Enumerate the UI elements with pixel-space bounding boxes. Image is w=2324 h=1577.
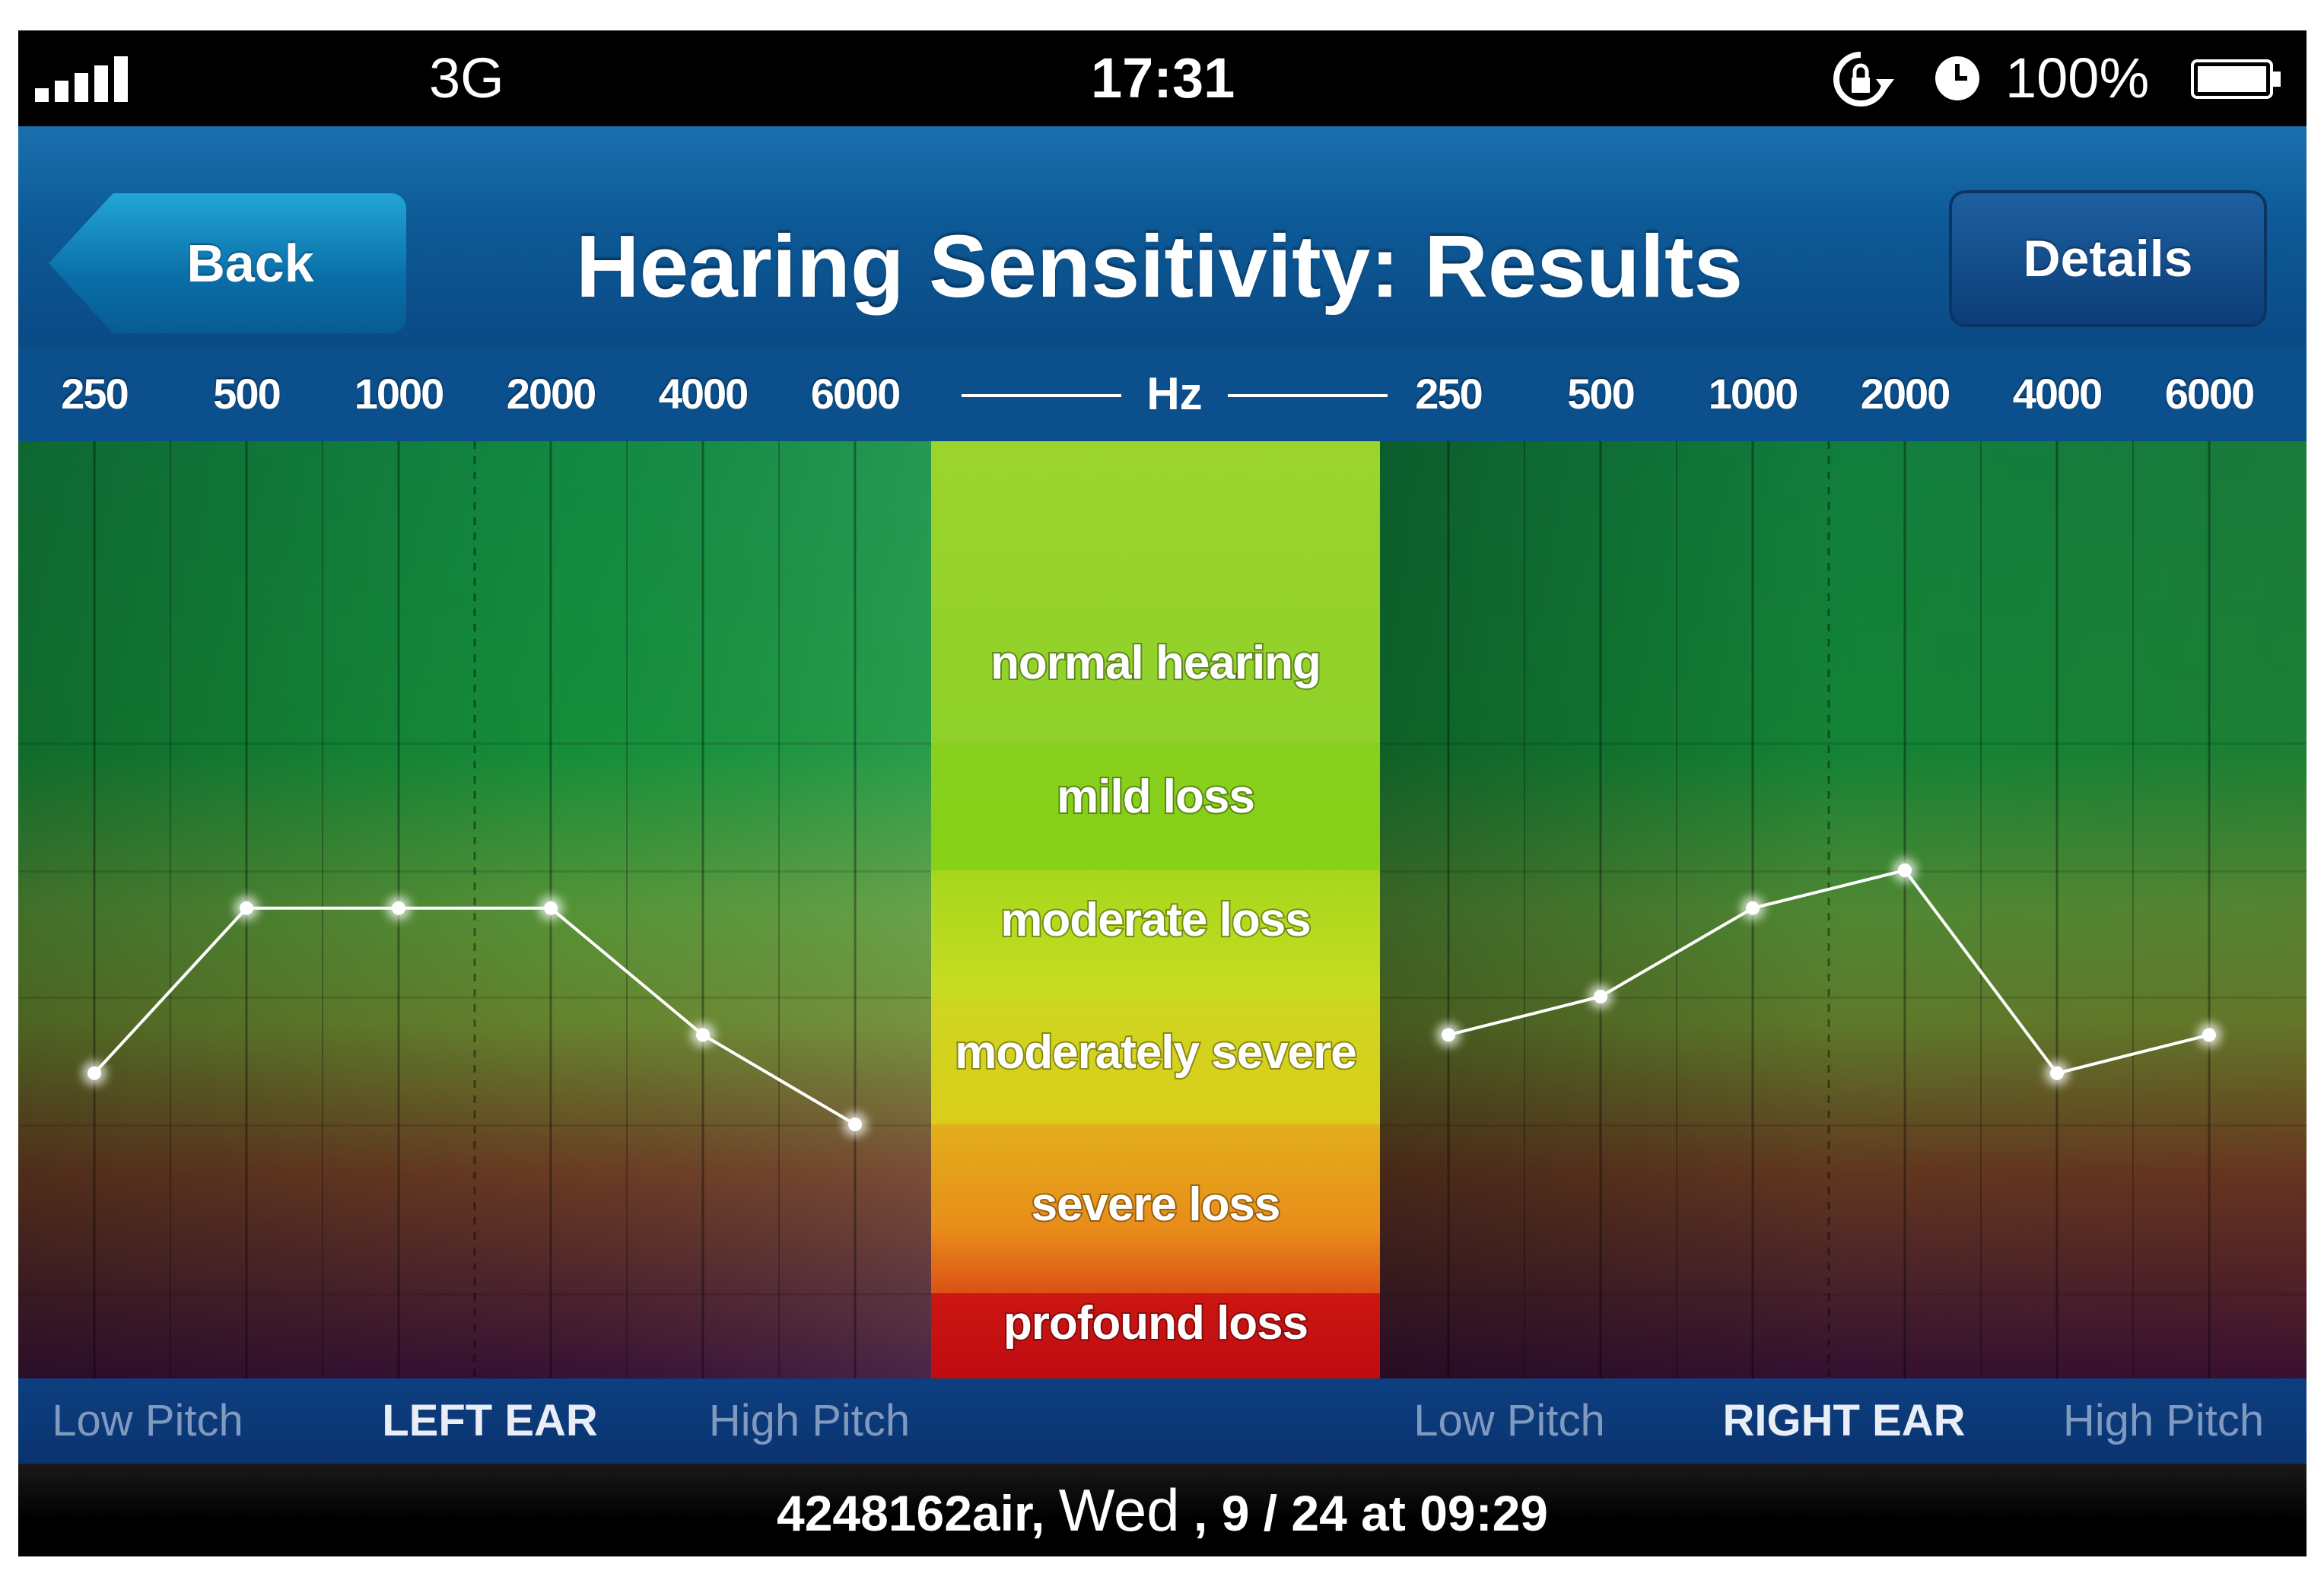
details-button[interactable]: Details — [1949, 190, 2267, 327]
navigation-bar: Back Hearing Sensitivity: Results Detail… — [18, 126, 2307, 347]
left-ear-point-250 — [87, 1066, 101, 1080]
status-bar: 3G 17:31 100% — [18, 30, 2307, 126]
signal-icon — [35, 56, 149, 102]
left-band-separator — [18, 1124, 931, 1127]
left-ear-point-500 — [240, 901, 253, 915]
left-band-separator — [18, 742, 931, 745]
left-ear-point-1000 — [392, 901, 405, 915]
band-label: mild loss — [1057, 771, 1254, 823]
battery-icon — [2191, 59, 2281, 99]
right-ear-shade — [1380, 441, 2307, 1378]
right-ear-point-4000 — [2050, 1066, 2064, 1080]
right-ear-point-6000 — [2202, 1028, 2216, 1042]
right-ear-point-2000 — [1898, 863, 1912, 877]
band-label: profound loss — [1003, 1297, 1308, 1350]
left-tick-1000: 1000 — [354, 370, 445, 418]
left-ear-line — [93, 906, 857, 1126]
battery-percent: 100% — [2005, 46, 2150, 110]
left-ear-point-4000 — [696, 1028, 710, 1042]
left-ear-point-6000 — [848, 1118, 862, 1131]
rotation-lock-icon — [1833, 52, 1894, 107]
left-tick-2000: 2000 — [506, 370, 597, 418]
ear-labels-bar: Low Pitch LEFT EAR High Pitch Low Pitch … — [18, 1378, 2307, 1464]
right-band-separator — [1380, 1124, 2307, 1127]
right-tick-250: 250 — [1415, 370, 1483, 418]
band-label: moderately severe — [955, 1026, 1356, 1079]
right-ear-point-1000 — [1746, 901, 1760, 915]
right-tick-1000: 1000 — [1708, 370, 1799, 418]
right-tick-6000: 6000 — [2164, 370, 2256, 418]
audiogram-chart: normal hearing mild loss moderate loss mode… — [18, 441, 2307, 1378]
right-ear-line — [1448, 868, 2210, 1076]
right-band-separator — [1380, 870, 2307, 873]
left-tick-4000: 4000 — [658, 370, 749, 418]
right-ear-point-250 — [1442, 1028, 1455, 1042]
left-band-separator — [18, 997, 931, 999]
left-band-separator — [18, 1293, 931, 1296]
left-high-pitch-label: High Pitch — [708, 1396, 911, 1445]
alarm-icon — [1935, 56, 1979, 100]
test-info-footer: 4248162air, Wed , 9 / 24 at 09:29 — [18, 1464, 2307, 1556]
right-tick-500: 500 — [1567, 370, 1635, 418]
left-ear-point-2000 — [544, 901, 558, 915]
user-id: 4248162air, — [776, 1485, 1045, 1541]
right-band-separator — [1380, 997, 2307, 999]
phone-screen: 3G 17:31 100% Back Hearing Sensitivity: … — [18, 30, 2307, 1556]
band-label: normal hearing — [990, 637, 1321, 689]
right-band-separator — [1380, 742, 2307, 745]
network-type: 3G — [429, 46, 504, 110]
band-label: severe loss — [1032, 1178, 1280, 1231]
status-time: 17:31 — [1091, 46, 1235, 110]
right-band-separator — [1380, 1293, 2307, 1296]
right-ear-point-500 — [1594, 990, 1607, 1003]
right-ear-label: RIGHT EAR — [1722, 1396, 1966, 1445]
frequency-unit-label: Hz — [1146, 368, 1203, 419]
left-ear-shade — [18, 441, 931, 1378]
test-day: Wed — [1058, 1477, 1180, 1544]
right-high-pitch-label: High Pitch — [2062, 1396, 2265, 1445]
left-band-separator — [18, 870, 931, 873]
page-title: Hearing Sensitivity: Results — [575, 217, 1744, 316]
right-tick-2000: 2000 — [1860, 370, 1951, 418]
right-low-pitch-label: Low Pitch — [1413, 1396, 1605, 1445]
frequency-axis: 250 500 1000 2000 4000 6000 Hz 250 500 1000 2000… — [18, 347, 2307, 441]
back-button[interactable]: Back — [49, 193, 406, 333]
frequency-unit: Hz — [962, 347, 1388, 441]
band-column-gradient — [931, 441, 1380, 1378]
left-tick-500: 500 — [213, 370, 281, 418]
left-tick-250: 250 — [61, 370, 129, 418]
left-ear-label: LEFT EAR — [382, 1396, 598, 1445]
band-label: moderate loss — [1000, 894, 1310, 946]
left-tick-6000: 6000 — [810, 370, 901, 418]
right-tick-4000: 4000 — [2012, 370, 2103, 418]
test-date: , 9 / 24 at 09:29 — [1194, 1485, 1548, 1541]
left-low-pitch-label: Low Pitch — [52, 1396, 243, 1445]
